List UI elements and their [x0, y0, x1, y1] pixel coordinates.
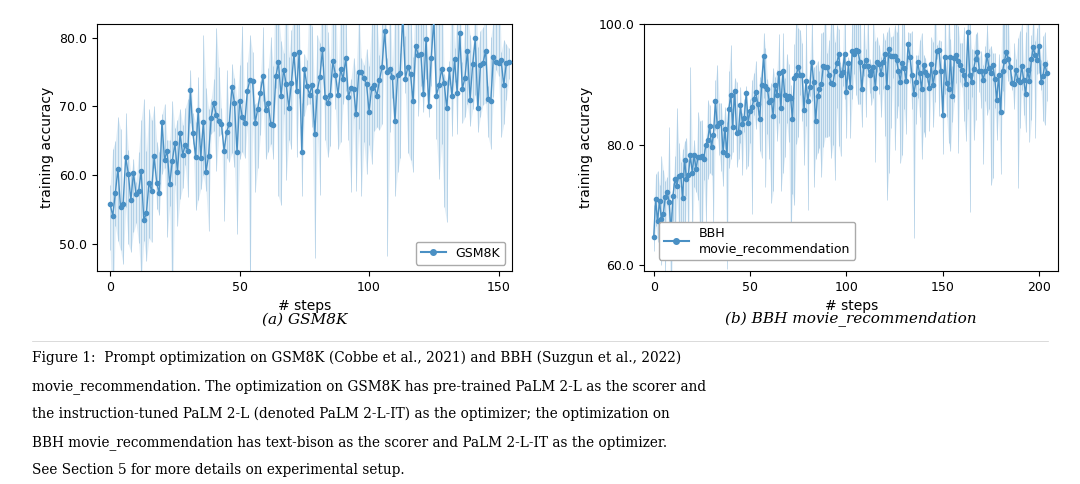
Text: (a) GSM8K: (a) GSM8K [261, 312, 347, 326]
Text: the instruction-tuned PaLM 2-L (denoted PaLM 2-L-IT) as the optimizer; the optim: the instruction-tuned PaLM 2-L (denoted … [32, 407, 671, 422]
Text: (b) BBH movie_recommendation: (b) BBH movie_recommendation [726, 312, 977, 328]
Legend: BBH
movie_recommendation: BBH movie_recommendation [659, 222, 855, 260]
Y-axis label: training accuracy: training accuracy [40, 87, 54, 208]
Legend: GSM8K: GSM8K [416, 242, 505, 265]
X-axis label: # steps: # steps [825, 299, 878, 313]
Y-axis label: training accuracy: training accuracy [579, 87, 593, 208]
Text: BBH movie_recommendation has text-bison as the scorer and PaLM 2-L-IT as the opt: BBH movie_recommendation has text-bison … [32, 435, 667, 450]
Text: See Section 5 for more details on experimental setup.: See Section 5 for more details on experi… [32, 463, 405, 477]
X-axis label: # steps: # steps [278, 299, 330, 313]
Text: Figure 1:  Prompt optimization on GSM8K (Cobbe et al., 2021) and BBH (Suzgun et : Figure 1: Prompt optimization on GSM8K (… [32, 351, 681, 365]
Text: movie_recommendation. The optimization on GSM8K has pre-trained PaLM 2-L as the : movie_recommendation. The optimization o… [32, 379, 706, 394]
